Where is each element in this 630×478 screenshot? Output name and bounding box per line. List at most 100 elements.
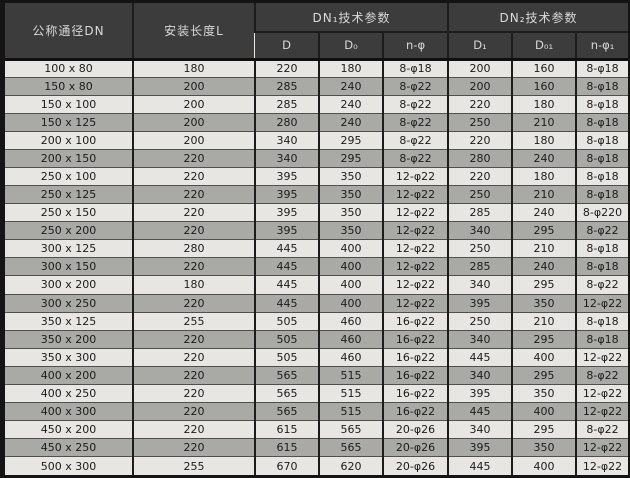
cell-d: 285 xyxy=(254,76,319,96)
cell-d1: 250 xyxy=(447,311,513,331)
table-row: 250 x 200 220 395 350 12-φ22 340 295 8-φ… xyxy=(5,221,629,240)
cell-install-length: 200 xyxy=(132,94,255,114)
cell-d: 395 xyxy=(254,185,319,204)
cell-n-phi: 16-φ22 xyxy=(381,383,449,403)
table-row: 150 x 80 200 285 240 8-φ22 200 160 8-φ18 xyxy=(5,76,629,96)
cell-nominal-diameter: 350 x 300 xyxy=(5,347,133,367)
table-row: 200 x 150 220 340 295 8-φ22 280 240 8-φ1… xyxy=(5,148,629,168)
cell-d01: 400 xyxy=(511,401,577,421)
cell-d0: 460 xyxy=(318,311,383,331)
header-col-d: D xyxy=(255,31,319,59)
cell-d: 395 xyxy=(254,203,319,222)
cell-install-length: 220 xyxy=(132,347,255,367)
cell-d01: 240 xyxy=(511,148,577,168)
header-col-d0: D₀ xyxy=(318,31,383,59)
cell-n-phi: 8-φ22 xyxy=(381,130,449,150)
cell-n-phi1: 8-φ22 xyxy=(575,420,629,439)
cell-n-phi1: 8-φ18 xyxy=(575,185,629,204)
cell-install-length: 220 xyxy=(132,166,255,186)
table-row: 400 x 200 220 565 515 16-φ22 340 295 8-φ… xyxy=(5,365,629,385)
cell-d1: 250 xyxy=(447,185,513,204)
cell-d: 505 xyxy=(254,347,319,367)
cell-n-phi: 20-φ26 xyxy=(381,438,449,457)
cell-d01: 160 xyxy=(511,57,577,78)
cell-n-phi1: 12-φ22 xyxy=(575,293,629,313)
table-row: 400 x 300 220 565 515 16-φ22 445 400 12-… xyxy=(5,401,629,421)
cell-n-phi: 16-φ22 xyxy=(381,347,449,367)
cell-n-phi1: 8-φ18 xyxy=(575,239,629,258)
cell-n-phi: 8-φ22 xyxy=(381,94,449,114)
cell-install-length: 200 xyxy=(132,76,255,96)
cell-n-phi: 12-φ22 xyxy=(381,257,449,276)
cell-d0: 565 xyxy=(318,420,383,439)
cell-n-phi: 12-φ22 xyxy=(381,185,449,204)
header-group-dn2: DN₂技术参数 xyxy=(447,3,629,32)
cell-d0: 350 xyxy=(318,203,383,222)
cell-d0: 295 xyxy=(318,148,383,168)
cell-n-phi: 20-φ26 xyxy=(381,456,449,475)
cell-d01: 295 xyxy=(511,365,577,385)
cell-d0: 515 xyxy=(318,401,383,421)
cell-n-phi1: 8-φ18 xyxy=(575,329,629,349)
cell-d: 340 xyxy=(254,130,319,150)
cell-nominal-diameter: 450 x 250 xyxy=(5,438,133,457)
cell-d0: 295 xyxy=(318,130,383,150)
table-row: 300 x 125 280 445 400 12-φ22 250 210 8-φ… xyxy=(5,239,629,258)
cell-n-phi1: 12-φ22 xyxy=(575,383,629,403)
cell-d01: 400 xyxy=(511,456,577,475)
cell-nominal-diameter: 250 x 100 xyxy=(5,166,133,186)
cell-nominal-diameter: 300 x 125 xyxy=(5,239,133,258)
cell-d1: 340 xyxy=(447,221,513,240)
table-row: 450 x 250 220 615 565 20-φ26 395 350 12-… xyxy=(5,438,629,457)
header-col-n-phi: n-φ xyxy=(381,31,449,59)
cell-n-phi1: 12-φ22 xyxy=(575,438,629,457)
cell-nominal-diameter: 200 x 150 xyxy=(5,148,133,168)
cell-nominal-diameter: 400 x 250 xyxy=(5,383,133,403)
table-row: 150 x 100 200 285 240 8-φ22 220 180 8-φ1… xyxy=(5,94,629,114)
header-col-d1: D₁ xyxy=(447,31,513,59)
cell-d0: 350 xyxy=(318,166,383,186)
cell-d: 445 xyxy=(254,275,319,295)
cell-d: 615 xyxy=(254,438,319,457)
cell-install-length: 220 xyxy=(132,365,255,385)
cell-d0: 240 xyxy=(318,76,383,96)
cell-install-length: 220 xyxy=(132,420,255,439)
table-row: 350 x 300 220 505 460 16-φ22 445 400 12-… xyxy=(5,347,629,367)
header-nominal-diameter: 公称通径DN xyxy=(5,3,133,59)
cell-install-length: 220 xyxy=(132,148,255,168)
cell-n-phi1: 8-φ22 xyxy=(575,365,629,385)
cell-install-length: 220 xyxy=(132,401,255,421)
cell-d01: 240 xyxy=(511,257,577,276)
cell-d: 565 xyxy=(254,383,319,403)
cell-n-phi: 16-φ22 xyxy=(381,311,449,331)
header-group-dn1: DN₁技术参数 xyxy=(253,3,449,32)
cell-d01: 210 xyxy=(511,112,577,132)
cell-n-phi1: 8-φ18 xyxy=(575,94,629,114)
cell-d01: 295 xyxy=(511,275,577,295)
cell-nominal-diameter: 350 x 125 xyxy=(5,311,133,331)
cell-n-phi1: 12-φ22 xyxy=(575,401,629,421)
cell-install-length: 200 xyxy=(132,112,255,132)
cell-d: 565 xyxy=(254,365,319,385)
cell-d0: 400 xyxy=(318,275,383,295)
cell-n-phi1: 12-φ22 xyxy=(575,347,629,367)
table-row: 200 x 100 200 340 295 8-φ22 220 180 8-φ1… xyxy=(5,130,629,150)
cell-d0: 400 xyxy=(318,293,383,313)
table-row: 300 x 150 220 445 400 12-φ22 285 240 8-φ… xyxy=(5,257,629,276)
cell-d01: 180 xyxy=(511,166,577,186)
cell-d01: 295 xyxy=(511,329,577,349)
cell-d: 285 xyxy=(254,94,319,114)
cell-d1: 250 xyxy=(447,239,513,258)
cell-n-phi1: 8-φ22 xyxy=(575,275,629,295)
cell-n-phi1: 12-φ22 xyxy=(575,456,629,475)
cell-n-phi1: 8-φ18 xyxy=(575,257,629,276)
table-row: 250 x 100 220 395 350 12-φ22 220 180 8-φ… xyxy=(5,166,629,186)
cell-d0: 350 xyxy=(318,221,383,240)
cell-d: 280 xyxy=(254,112,319,132)
cell-n-phi: 12-φ22 xyxy=(381,293,449,313)
cell-install-length: 180 xyxy=(132,57,255,78)
cell-d: 220 xyxy=(254,57,319,78)
cell-install-length: 280 xyxy=(132,239,255,258)
cell-d0: 400 xyxy=(318,239,383,258)
